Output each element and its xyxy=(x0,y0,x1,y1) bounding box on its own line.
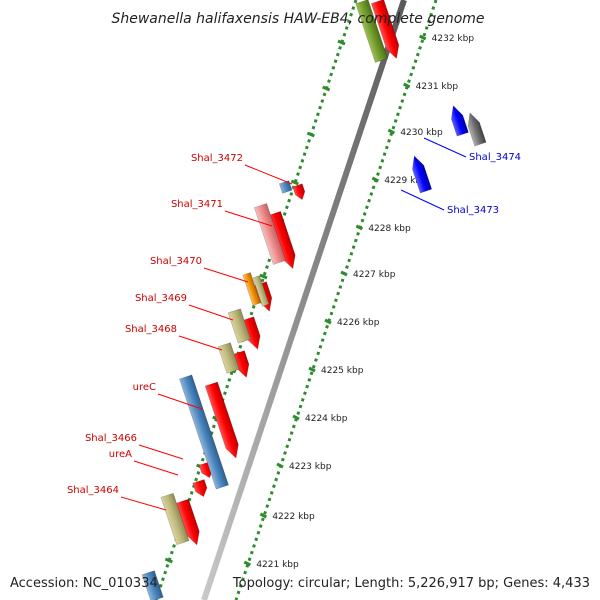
gene-label: Shal_3466 xyxy=(85,433,137,444)
inner-ring-tick xyxy=(322,85,331,92)
scale-tick xyxy=(402,82,411,89)
scale-tick-label: 4232 kbp xyxy=(432,34,475,44)
scale-tick-label: 4229 kbp xyxy=(384,176,427,186)
label-leader xyxy=(138,444,184,460)
scale-tick-label: 4230 kbp xyxy=(400,128,443,138)
scale-tick-label: 4228 kbp xyxy=(368,224,411,234)
scale-tick xyxy=(243,560,252,567)
gene-khaki xyxy=(160,492,190,546)
kbp-scale: 4232 kbp 4231 kbp 4230 kbp 4229 kbp 4228 kbp… xyxy=(164,34,475,570)
gene-khaki xyxy=(227,308,251,344)
scale-tick xyxy=(276,462,284,469)
label-leader xyxy=(188,304,234,321)
gene-khaki xyxy=(252,275,270,307)
gene-label: Shal_3464 xyxy=(67,485,119,496)
topology-text: Topology: circular; Length: 5,226,917 bp… xyxy=(232,576,590,591)
gene-label: ureC xyxy=(133,382,156,393)
genome-backbone xyxy=(201,0,407,600)
scale-tick xyxy=(340,270,348,277)
genome-title: Shewanella halifaxensis HAW-EB4, complet… xyxy=(111,11,484,27)
reverse-gene-blue xyxy=(451,105,469,137)
gene-khaki xyxy=(217,342,240,374)
scale-tick-label: 4227 kbp xyxy=(353,270,396,280)
scale-tick xyxy=(259,512,268,519)
label-leader xyxy=(244,164,293,185)
label-leader xyxy=(120,496,167,511)
scale-tick xyxy=(418,34,427,41)
gene-label: Shal_3469 xyxy=(135,293,187,304)
cds-arrow xyxy=(192,479,208,498)
scale-tick xyxy=(355,224,364,231)
scale-tick-label: 4222 kbp xyxy=(272,512,315,522)
label-leader xyxy=(423,137,467,158)
label-leader-lines xyxy=(120,137,467,511)
scale-tick-label: 4223 kbp xyxy=(289,462,332,472)
reverse-gene-blue xyxy=(412,155,433,194)
inner-ring-tick xyxy=(290,179,299,186)
inner-ring-tick xyxy=(259,273,268,280)
gene-label: Shal_3471 xyxy=(171,199,223,210)
scale-tick xyxy=(371,176,380,183)
accession-text: Accession: NC_010334 xyxy=(10,576,158,591)
gene-steel xyxy=(141,570,164,600)
scale-tick-label: 4224 kbp xyxy=(305,414,348,424)
gene-steel xyxy=(278,180,293,194)
inner-ring-tick xyxy=(306,131,315,138)
scale-tick xyxy=(292,414,300,421)
scale-tick-label: 4225 kbp xyxy=(321,366,364,376)
inner-ring-tick xyxy=(164,557,173,564)
gene-label: Shal_3468 xyxy=(125,324,177,335)
gene-label: Shal_3473 xyxy=(447,205,499,216)
gene-label: Shal_3472 xyxy=(191,153,243,164)
gene-steel xyxy=(179,374,229,490)
gene-pink xyxy=(253,203,287,265)
gene-label: Shal_3474 xyxy=(469,152,521,163)
inner-ring-tick xyxy=(337,39,346,46)
label-leader xyxy=(224,210,273,227)
gene-olive xyxy=(355,0,389,63)
gene-features xyxy=(141,0,487,600)
scale-tick xyxy=(387,128,396,135)
scale-tick-label: 4221 kbp xyxy=(256,560,299,570)
cds-arrow xyxy=(370,0,400,60)
gene-orange xyxy=(242,272,261,306)
scale-tick xyxy=(308,366,316,373)
label-leader xyxy=(203,267,249,283)
outer-dotted-ring xyxy=(234,0,438,600)
label-leader xyxy=(133,460,179,476)
cds-arrow xyxy=(292,183,306,201)
scale-tick xyxy=(324,318,332,325)
gene-label: ureA xyxy=(109,449,132,460)
label-leader xyxy=(178,335,223,351)
reverse-gene-grey xyxy=(467,112,487,147)
label-leader xyxy=(400,189,445,211)
gene-labels: Shal_3472 Shal_3471 Shal_3470 Shal_3469 Shal… xyxy=(67,152,521,496)
scale-tick-label: 4231 kbp xyxy=(416,82,459,92)
cds-arrow xyxy=(204,381,239,459)
scale-tick-label: 4226 kbp xyxy=(337,318,380,328)
gene-label: Shal_3470 xyxy=(150,256,202,267)
label-leader xyxy=(157,393,203,410)
